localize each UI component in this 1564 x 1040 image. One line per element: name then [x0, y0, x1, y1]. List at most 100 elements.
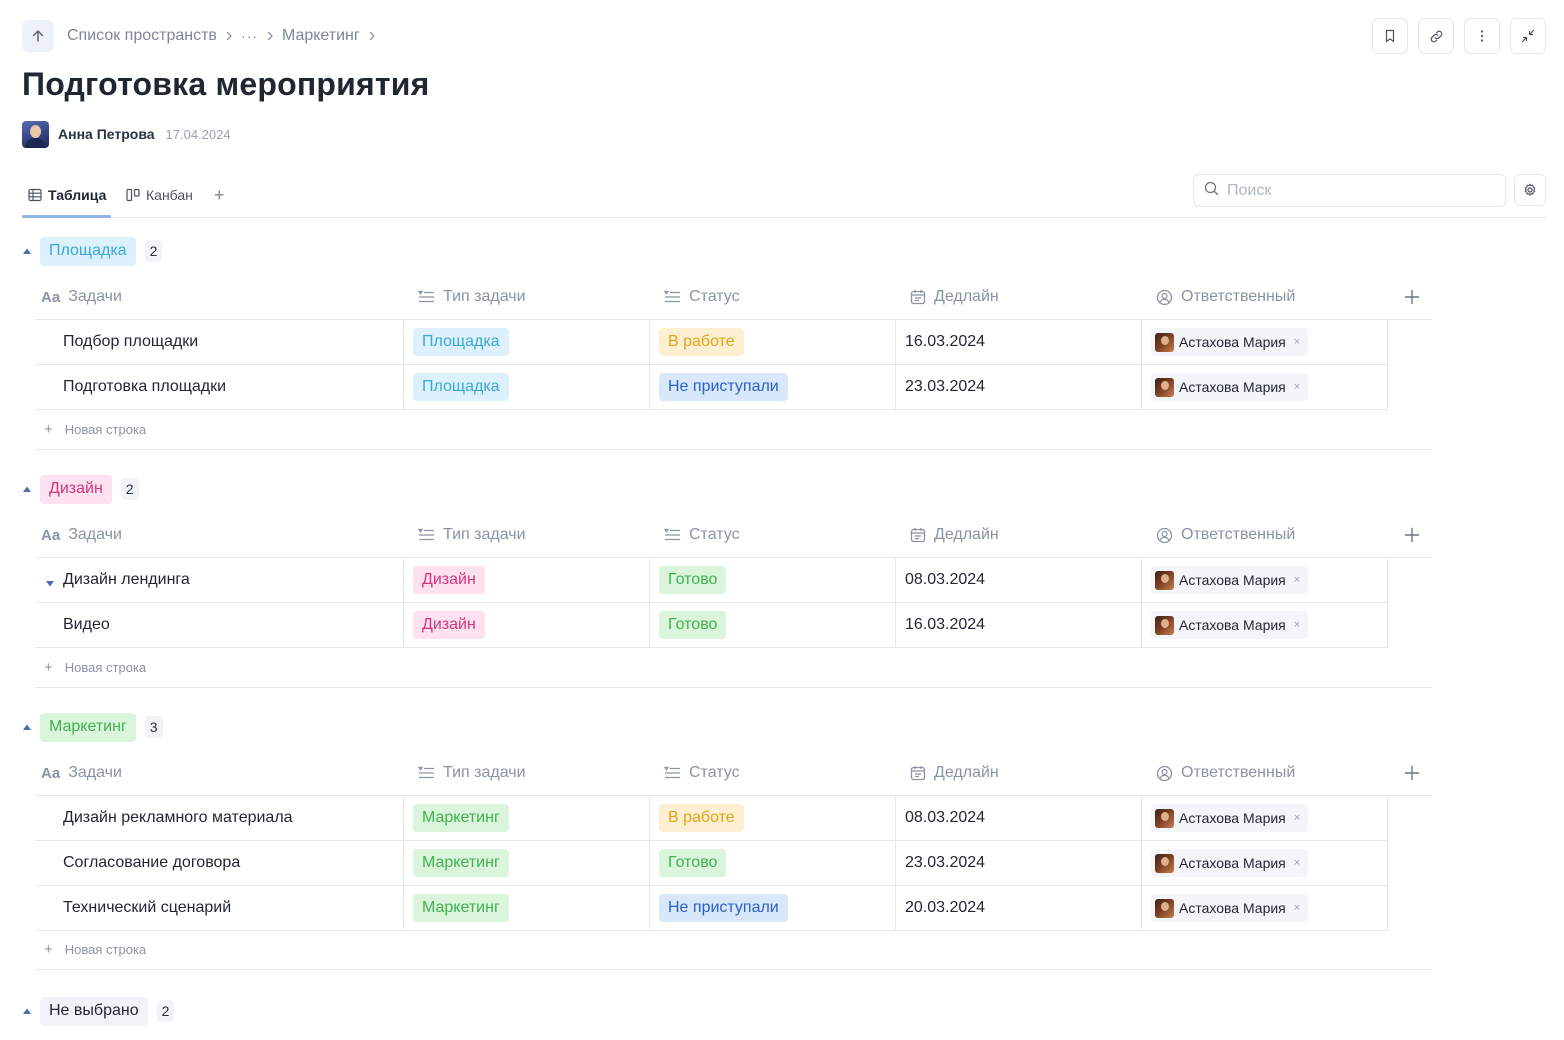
task-name[interactable]: Видео	[36, 603, 404, 647]
caret-up-icon[interactable]	[22, 246, 32, 256]
new-row-button[interactable]: + Новая строка	[36, 930, 1432, 970]
search-box[interactable]	[1193, 174, 1506, 207]
task-name[interactable]: Технический сценарий	[36, 886, 404, 930]
type-chip[interactable]: Маркетинг	[413, 894, 509, 922]
caret-down-icon[interactable]	[45, 575, 55, 593]
column-type[interactable]: Тип задачи	[418, 750, 526, 796]
group-header[interactable]: Дизайн 2	[22, 474, 1442, 504]
collapse-icon[interactable]	[1510, 18, 1546, 54]
status-chip[interactable]: Готово	[659, 566, 727, 594]
page-title: Подготовка мероприятия	[22, 66, 430, 102]
task-name[interactable]: Подготовка площадки	[36, 365, 404, 409]
bookmark-icon[interactable]	[1372, 18, 1408, 54]
type-chip[interactable]: Площадка	[413, 328, 509, 356]
close-icon[interactable]: ×	[1293, 381, 1301, 393]
assignee-chip[interactable]: Астахова Мария ×	[1151, 373, 1309, 401]
type-chip[interactable]: Маркетинг	[413, 849, 509, 877]
column-tasks[interactable]: Aa Задачи	[41, 750, 122, 796]
deadline-value[interactable]: 20.03.2024	[896, 886, 1142, 930]
column-assignee[interactable]: Ответственный	[1156, 512, 1295, 558]
deadline-value[interactable]: 16.03.2024	[896, 603, 1142, 647]
link-icon[interactable]	[1418, 18, 1454, 54]
close-icon[interactable]: ×	[1293, 619, 1301, 631]
arrow-up-icon[interactable]	[22, 20, 54, 52]
assignee-chip[interactable]: Астахова Мария ×	[1151, 849, 1309, 877]
close-icon[interactable]: ×	[1293, 812, 1301, 824]
column-status[interactable]: Статус	[664, 274, 740, 320]
column-deadline[interactable]: Дедлайн	[910, 750, 999, 796]
add-column-button[interactable]	[1404, 274, 1420, 320]
status-chip[interactable]: Не приступали	[659, 894, 788, 922]
column-tasks[interactable]: Aa Задачи	[41, 274, 122, 320]
assignee-chip[interactable]: Астахова Мария ×	[1151, 894, 1309, 922]
column-assignee[interactable]: Ответственный	[1156, 274, 1295, 320]
close-icon[interactable]: ×	[1293, 336, 1301, 348]
column-deadline[interactable]: Дедлайн	[910, 274, 999, 320]
caret-up-icon[interactable]	[22, 722, 32, 732]
table-row[interactable]: Подготовка площадки Площадка Не приступа…	[36, 365, 1388, 410]
deadline-value[interactable]: 23.03.2024	[896, 365, 1142, 409]
status-chip[interactable]: Готово	[659, 849, 727, 877]
more-vertical-icon[interactable]	[1464, 18, 1500, 54]
column-assignee[interactable]: Ответственный	[1156, 750, 1295, 796]
task-name[interactable]: Дизайн рекламного материала	[36, 796, 404, 840]
tab-table[interactable]: Таблица	[28, 172, 106, 218]
gear-icon[interactable]	[1514, 174, 1546, 206]
breadcrumb-item-spaces[interactable]: Список пространств	[67, 27, 217, 44]
text-type-icon: Aa	[41, 526, 61, 544]
table-row[interactable]: Технический сценарий Маркетинг Не присту…	[36, 886, 1388, 931]
type-chip[interactable]: Дизайн	[413, 611, 485, 639]
status-chip[interactable]: Не приступали	[659, 373, 788, 401]
add-view-button[interactable]: +	[214, 184, 225, 205]
kanban-icon	[126, 188, 140, 202]
table-row[interactable]: Дизайн лендинга Дизайн Готово 08.03.2024…	[36, 558, 1388, 603]
breadcrumb-ellipsis[interactable]: ···	[240, 28, 258, 44]
column-tasks[interactable]: Aa Задачи	[41, 512, 122, 558]
assignee-chip[interactable]: Астахова Мария ×	[1151, 566, 1309, 594]
type-chip[interactable]: Маркетинг	[413, 804, 509, 832]
assignee-chip[interactable]: Астахова Мария ×	[1151, 611, 1309, 639]
column-deadline[interactable]: Дедлайн	[910, 512, 999, 558]
column-status[interactable]: Статус	[664, 512, 740, 558]
column-status[interactable]: Статус	[664, 750, 740, 796]
author-name[interactable]: Анна Петрова	[58, 126, 155, 142]
assignee-chip[interactable]: Астахова Мария ×	[1151, 804, 1309, 832]
group-header[interactable]: Не выбрано 2	[22, 996, 1442, 1026]
status-chip[interactable]: Готово	[659, 611, 727, 639]
table-row[interactable]: Согласование договора Маркетинг Готово 2…	[36, 841, 1388, 886]
task-name[interactable]: Согласование договора	[36, 841, 404, 885]
type-chip[interactable]: Площадка	[413, 373, 509, 401]
table-row[interactable]: Дизайн рекламного материала Маркетинг В …	[36, 796, 1388, 841]
type-chip[interactable]: Дизайн	[413, 566, 485, 594]
breadcrumb-item-marketing[interactable]: Маркетинг	[281, 27, 360, 44]
caret-up-icon[interactable]	[22, 1006, 32, 1016]
add-column-button[interactable]	[1404, 750, 1420, 796]
close-icon[interactable]: ×	[1293, 857, 1301, 869]
caret-up-icon[interactable]	[22, 484, 32, 494]
status-chip[interactable]: В работе	[659, 328, 744, 356]
close-icon[interactable]: ×	[1293, 574, 1301, 586]
column-header-row: Aa Задачи Тип задачи Статус Дедлайн Отве…	[36, 274, 1432, 320]
column-type[interactable]: Тип задачи	[418, 274, 526, 320]
search-input[interactable]	[1227, 181, 1487, 200]
new-row-button[interactable]: + Новая строка	[36, 410, 1432, 450]
status-chip[interactable]: В работе	[659, 804, 744, 832]
tab-kanban[interactable]: Канбан	[126, 172, 193, 218]
group-header[interactable]: Площадка 2	[22, 236, 1442, 266]
status-cell: Готово	[650, 841, 896, 885]
list-icon	[418, 766, 435, 780]
deadline-value[interactable]: 08.03.2024	[896, 558, 1142, 602]
table-row[interactable]: Подбор площадки Площадка В работе 16.03.…	[36, 320, 1388, 365]
add-column-button[interactable]	[1404, 512, 1420, 558]
column-type[interactable]: Тип задачи	[418, 512, 526, 558]
assignee-chip[interactable]: Астахова Мария ×	[1151, 328, 1309, 356]
table-row[interactable]: Видео Дизайн Готово 16.03.2024 Астахова …	[36, 603, 1388, 648]
group-header[interactable]: Маркетинг 3	[22, 712, 1442, 742]
deadline-value[interactable]: 08.03.2024	[896, 796, 1142, 840]
task-name[interactable]: Подбор площадки	[36, 320, 404, 364]
new-row-button[interactable]: + Новая строка	[36, 648, 1432, 688]
task-name[interactable]: Дизайн лендинга	[36, 558, 404, 602]
deadline-value[interactable]: 23.03.2024	[896, 841, 1142, 885]
deadline-value[interactable]: 16.03.2024	[896, 320, 1142, 364]
close-icon[interactable]: ×	[1293, 902, 1301, 914]
